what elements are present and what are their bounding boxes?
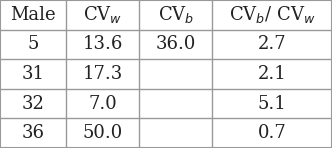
Text: CV$_w$: CV$_w$ — [83, 4, 123, 25]
Text: Male: Male — [10, 6, 56, 24]
Text: 36: 36 — [22, 124, 45, 142]
Text: 17.3: 17.3 — [83, 65, 123, 83]
Text: 36.0: 36.0 — [156, 35, 196, 53]
Text: 5: 5 — [28, 35, 39, 53]
Text: 0.7: 0.7 — [258, 124, 287, 142]
Text: 50.0: 50.0 — [83, 124, 123, 142]
Text: CV$_b$: CV$_b$ — [158, 4, 194, 25]
Text: 32: 32 — [22, 95, 44, 113]
Text: 31: 31 — [22, 65, 45, 83]
Text: CV$_b$/ CV$_w$: CV$_b$/ CV$_w$ — [229, 4, 315, 25]
Text: 5.1: 5.1 — [258, 95, 287, 113]
Text: 2.7: 2.7 — [258, 35, 287, 53]
Text: 2.1: 2.1 — [258, 65, 287, 83]
Text: 7.0: 7.0 — [89, 95, 117, 113]
Text: 13.6: 13.6 — [83, 35, 123, 53]
